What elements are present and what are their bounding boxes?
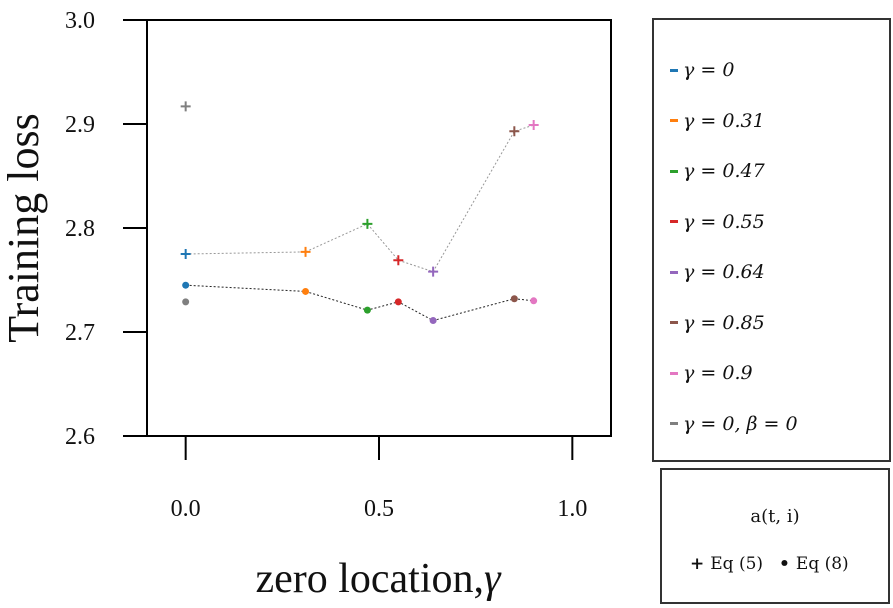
legend-swatch [670, 270, 678, 274]
legend-swatch [670, 371, 678, 375]
legend-label: γ = 0.31 [683, 109, 765, 132]
chart-plot: 2.6 2.7 2.8 2.9 3.0 0.0 0.5 1.0 Training loss z… [0, 8, 612, 602]
eq8-dot-marker [429, 317, 437, 325]
legend-swatch [670, 119, 678, 122]
marker-legend: a(t, i) + Eq (5) • Eq (8) [660, 468, 890, 604]
x-axis-label-text: zero location, [255, 556, 484, 602]
legend-entry: γ = 0.9 [670, 361, 753, 385]
eq8-dot-marker [363, 306, 371, 314]
legend-entry: γ = 0.47 [670, 159, 765, 183]
y-tick-label: 2.8 [65, 216, 95, 242]
legend-entry: γ = 0, β = 0 [670, 412, 798, 436]
legend-label: γ = 0 [683, 59, 735, 81]
y-axis-label: Training loss [0, 113, 48, 342]
legend-label: γ = 0, β = 0 [683, 412, 798, 435]
y-tick-label: 2.7 [65, 320, 95, 346]
legend-label: γ = 0.64 [683, 261, 765, 283]
x-tick-label: 0.5 [364, 496, 394, 522]
plot-area-frame [146, 19, 612, 437]
legend-entry: γ = 0.55 [670, 210, 765, 234]
eq8-connecting-line [185, 284, 534, 322]
eq5-plus-marker [393, 255, 404, 266]
legend-label: γ = 0.55 [683, 210, 765, 233]
eq8-dot-marker [394, 298, 402, 306]
axes-frame [146, 19, 612, 437]
legend-swatch [670, 169, 678, 173]
eq8-dot-marker [302, 287, 310, 295]
eq5-plus-marker [362, 218, 373, 229]
eq5-connecting-line [185, 124, 534, 273]
legend-entry: γ = 0 [670, 58, 734, 82]
eq5-plus-marker [180, 101, 191, 112]
gamma-legend: γ = 0 γ = 0.31 γ = 0.47 γ = 0.55 γ = 0.64 γ =… [652, 18, 891, 462]
eq8-dot-marker [182, 298, 190, 306]
dot-marker-icon: • [779, 554, 790, 574]
eq8-dot-marker [530, 297, 538, 305]
legend-entry: γ = 0.85 [670, 311, 765, 335]
legend-label: γ = 0.47 [683, 160, 765, 182]
eq5-plus-marker [528, 120, 539, 131]
legend-swatch [670, 422, 678, 425]
marker-legend-plus-label: Eq (5) [710, 554, 764, 574]
x-tick-label: 0.0 [171, 496, 201, 522]
series-lines [185, 124, 534, 322]
eq5-plus-marker [180, 249, 191, 259]
y-tick-label: 2.9 [65, 112, 95, 138]
legend-label: γ = 0.85 [683, 311, 765, 334]
eq5-plus-marker [428, 266, 439, 277]
legend-entry: γ = 0.64 [670, 260, 765, 284]
y-tick-label: 3.0 [65, 8, 95, 34]
legend-swatch [670, 321, 678, 324]
eq8-dot-marker [510, 295, 518, 303]
x-axis-label: zero location,γ [255, 556, 502, 602]
marker-legend-title: a(t, i) [750, 506, 800, 527]
series-points [180, 101, 539, 325]
legend-swatch [670, 220, 678, 223]
eq5-plus-marker [300, 246, 311, 257]
legend-entry: γ = 0.31 [670, 109, 765, 133]
eq8-dot-marker [182, 281, 190, 289]
y-tick-label: 2.6 [65, 424, 95, 450]
legend-swatch [670, 68, 678, 72]
marker-legend-dot-label: Eq (8) [795, 554, 849, 574]
x-tick-label: 1.0 [557, 496, 587, 522]
marker-legend-row: + Eq (5) • Eq (8) [690, 554, 849, 574]
plus-marker-icon: + [690, 554, 705, 574]
axis-ticks: 2.6 2.7 2.8 2.9 3.0 0.0 0.5 1.0 [65, 8, 587, 522]
eq5-plus-marker [509, 126, 520, 137]
x-axis-label-symbol: γ [484, 556, 502, 602]
legend-label: γ = 0.9 [683, 362, 753, 384]
